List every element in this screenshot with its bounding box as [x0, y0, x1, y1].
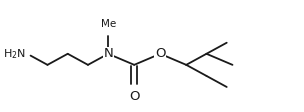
- Text: N: N: [103, 47, 113, 60]
- Text: $\mathregular{H_2N}$: $\mathregular{H_2N}$: [3, 47, 26, 61]
- Text: Me: Me: [101, 19, 116, 29]
- Text: O: O: [155, 47, 165, 60]
- Text: O: O: [129, 90, 140, 103]
